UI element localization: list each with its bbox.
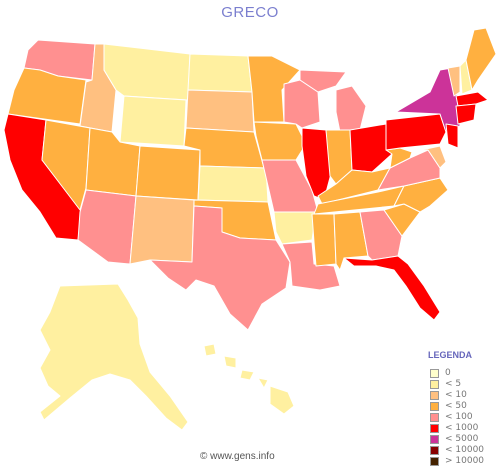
state-north-dakota[interactable] bbox=[187, 53, 253, 93]
state-arkansas[interactable] bbox=[273, 211, 317, 245]
legend-swatch bbox=[430, 391, 439, 400]
state-iowa[interactable] bbox=[253, 121, 307, 161]
map-title: GRECO bbox=[221, 4, 279, 21]
state-mississippi[interactable] bbox=[311, 213, 337, 267]
footer-credit[interactable]: © www.gens.info bbox=[200, 451, 275, 462]
legend-label: < 1000 bbox=[445, 423, 479, 433]
legend-swatch bbox=[430, 380, 439, 389]
legend-label: < 50 bbox=[445, 401, 467, 411]
legend-swatch bbox=[430, 457, 439, 466]
state-pennsylvania[interactable] bbox=[385, 113, 447, 151]
state-connecticut-rhode-island[interactable] bbox=[455, 103, 477, 125]
legend-swatch bbox=[430, 402, 439, 411]
state-wyoming[interactable] bbox=[119, 95, 187, 147]
legend-swatch bbox=[430, 413, 439, 422]
state-alaska[interactable] bbox=[39, 283, 189, 431]
state-new-jersey[interactable] bbox=[445, 123, 459, 149]
state-hawaii[interactable] bbox=[203, 343, 295, 415]
legend-label: < 100 bbox=[445, 412, 473, 422]
state-new-mexico[interactable] bbox=[129, 195, 195, 265]
legend-item: < 1000 bbox=[430, 423, 500, 434]
state-vermont[interactable] bbox=[447, 65, 461, 97]
state-louisiana[interactable] bbox=[281, 241, 341, 291]
legend-swatch bbox=[430, 446, 439, 455]
legend-item: < 5000 bbox=[430, 434, 500, 445]
legend-item: 0 bbox=[430, 368, 500, 379]
legend-swatch bbox=[430, 369, 439, 378]
state-kansas[interactable] bbox=[197, 165, 269, 203]
state-south-dakota[interactable] bbox=[185, 89, 255, 133]
legend-swatch bbox=[430, 435, 439, 444]
legend-label: < 10 bbox=[445, 390, 467, 400]
state-ohio[interactable] bbox=[349, 123, 393, 173]
state-nevada[interactable] bbox=[41, 119, 91, 211]
legend-item: > 10000 bbox=[430, 456, 500, 467]
legend-item: < 50 bbox=[430, 401, 500, 412]
state-texas[interactable] bbox=[149, 205, 291, 331]
legend-item: < 10 bbox=[430, 390, 500, 401]
legend-title: LEGENDA bbox=[428, 350, 473, 360]
legend-label: < 10000 bbox=[445, 445, 485, 455]
state-massachusetts[interactable] bbox=[455, 91, 489, 107]
legend-item: < 10000 bbox=[430, 445, 500, 456]
legend-label: > 10000 bbox=[445, 456, 485, 466]
legend-swatch bbox=[430, 424, 439, 433]
state-colorado[interactable] bbox=[135, 145, 201, 201]
state-montana[interactable] bbox=[103, 43, 191, 101]
legend-item: < 100 bbox=[430, 412, 500, 423]
state-arizona[interactable] bbox=[77, 189, 137, 265]
state-maine[interactable] bbox=[465, 27, 497, 91]
legend-label: < 5000 bbox=[445, 434, 479, 444]
legend-item: < 5 bbox=[430, 379, 500, 390]
legend-label: < 5 bbox=[445, 379, 462, 389]
state-maryland-delaware[interactable] bbox=[411, 145, 447, 169]
state-florida[interactable] bbox=[343, 255, 441, 321]
state-minnesota[interactable] bbox=[247, 55, 301, 123]
legend-label: 0 bbox=[445, 368, 451, 378]
